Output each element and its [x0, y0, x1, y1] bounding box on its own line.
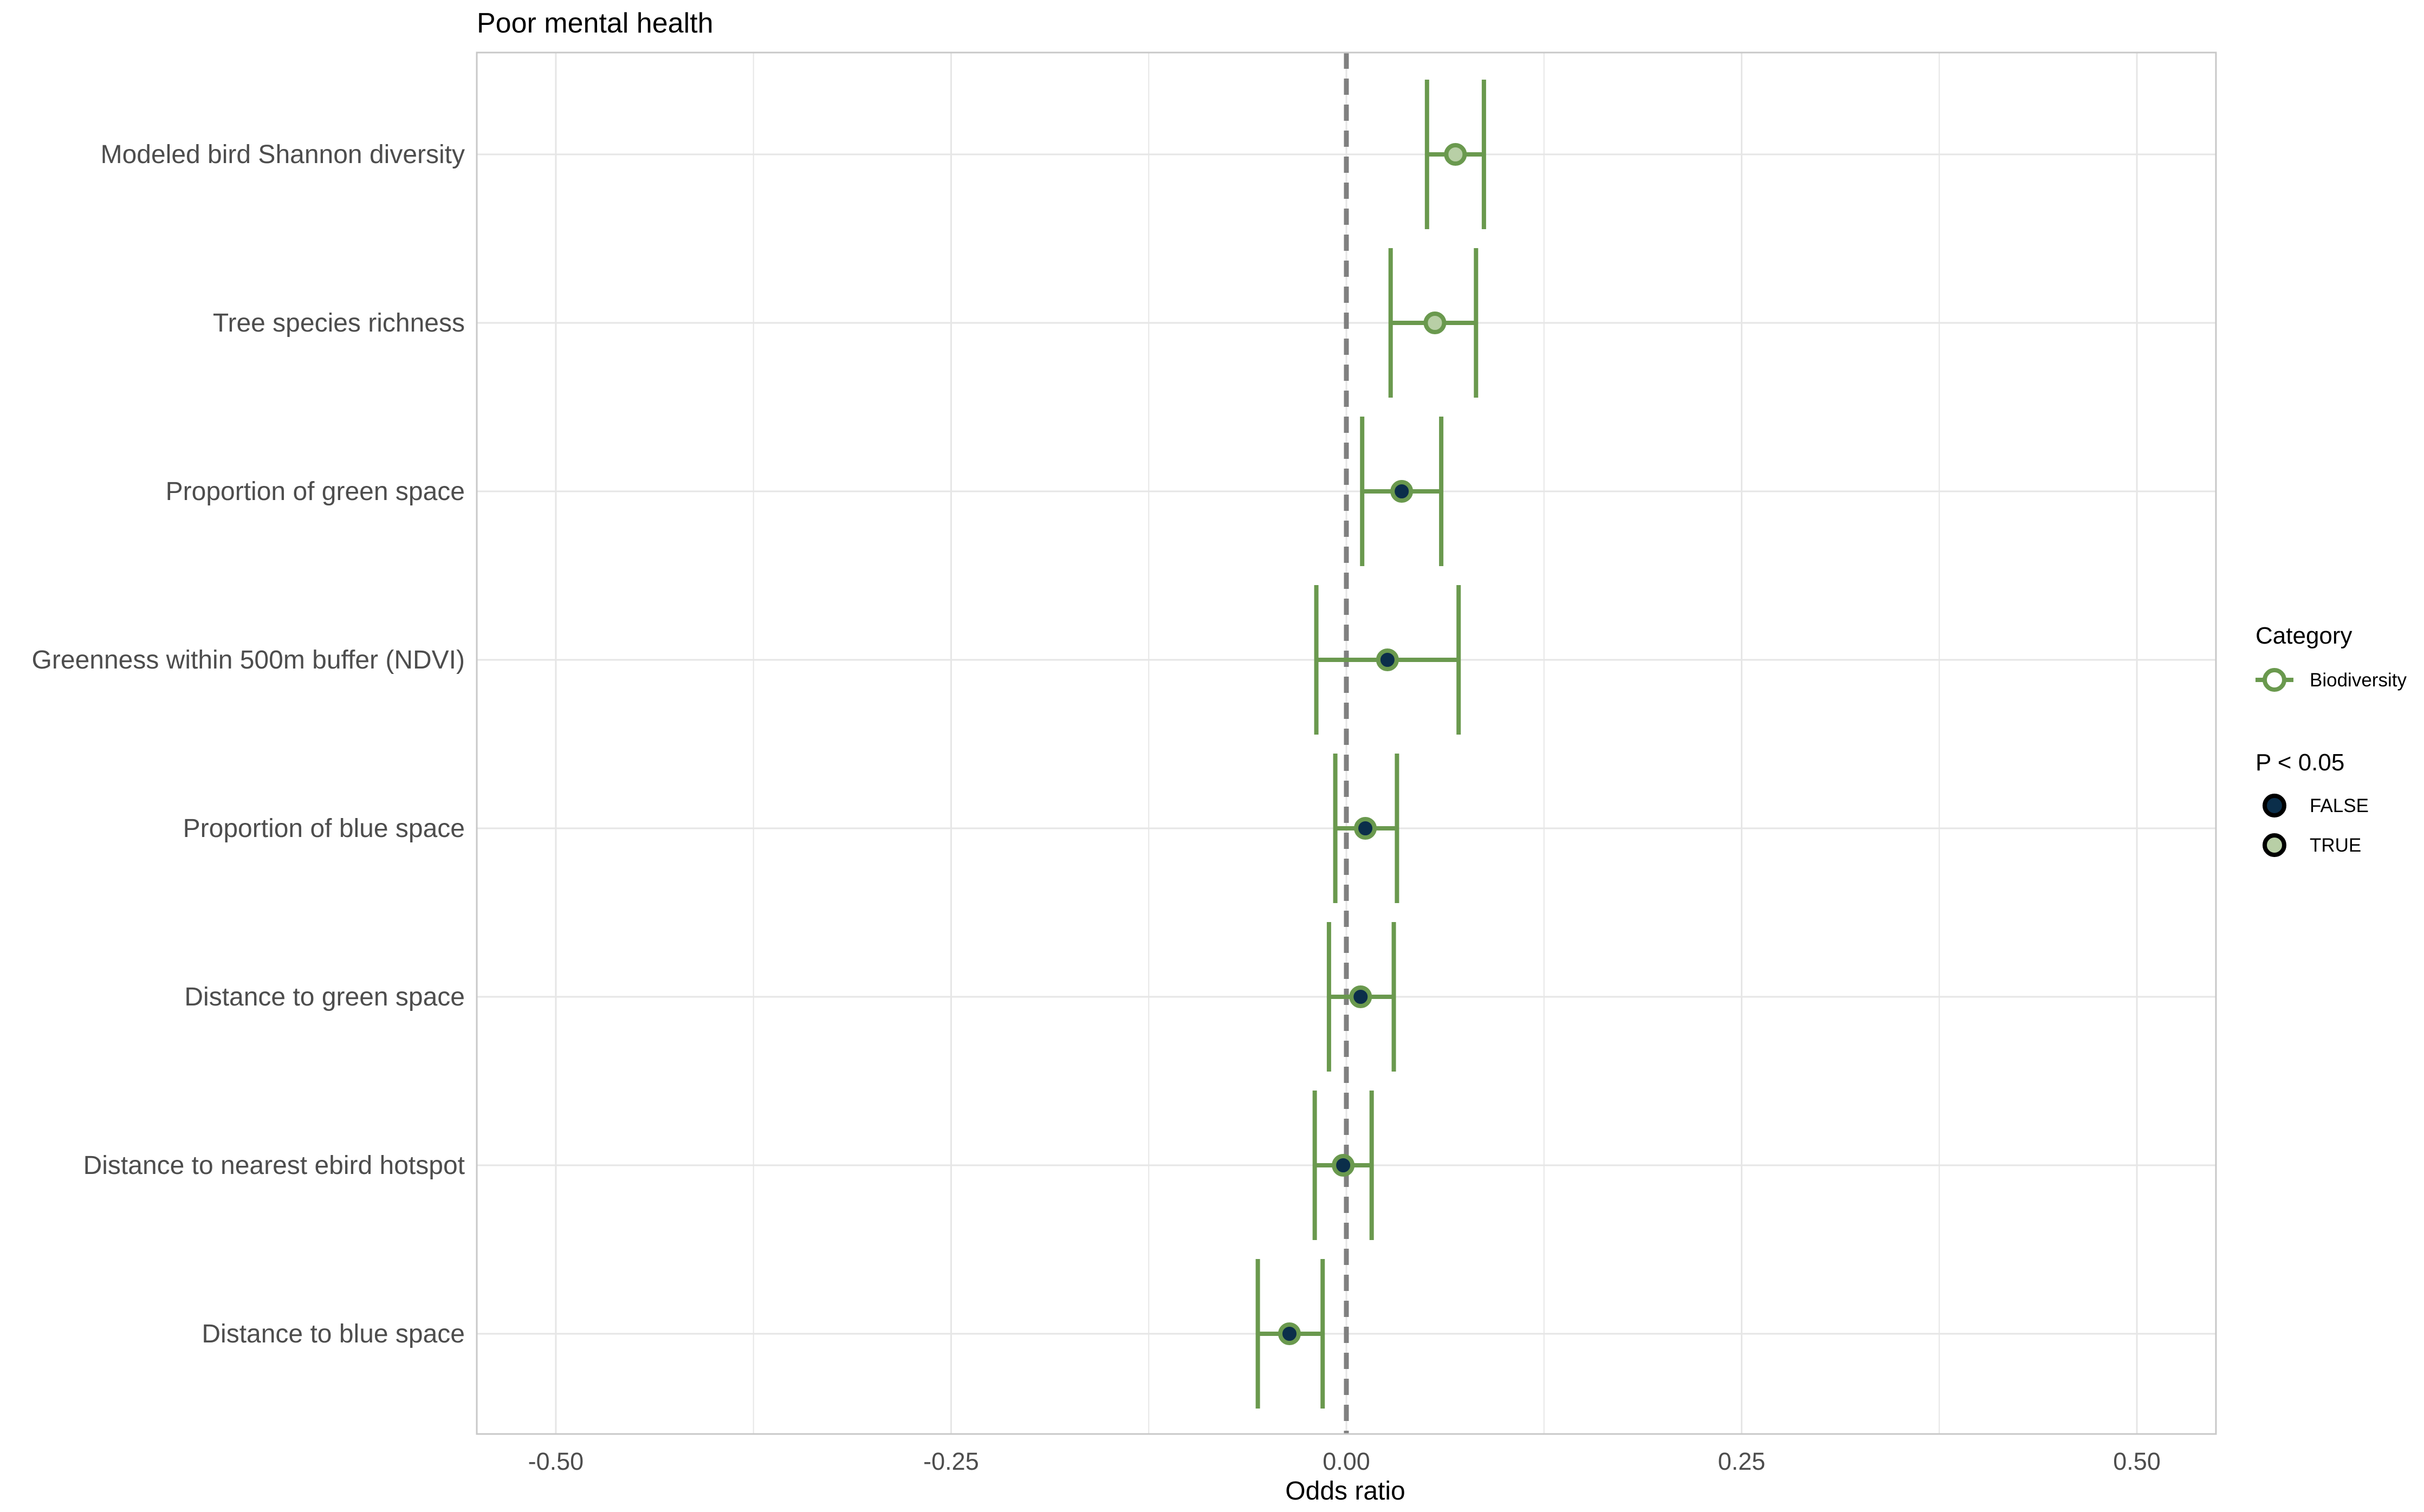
legend-significance-title: P < 0.05	[2256, 749, 2344, 776]
x-axis-tick-labels: -0.50 -0.25 0.00 0.25 0.50	[528, 1448, 2161, 1475]
x-axis-label: Odds ratio	[1285, 1477, 1405, 1505]
point-estimate	[1349, 985, 1372, 1008]
estimate-row	[1360, 417, 1444, 566]
legend-significance-label: TRUE	[2310, 835, 2361, 856]
legend-category-marker	[2263, 668, 2286, 692]
x-tick-label: -0.50	[528, 1448, 584, 1475]
x-tick-label: 0.50	[2113, 1448, 2161, 1475]
y-axis-label: Distance to green space	[184, 983, 465, 1011]
point-estimate	[1332, 1154, 1355, 1177]
chart-title: Poor mental health	[477, 8, 714, 39]
point-estimate	[1376, 648, 1399, 671]
point-estimate	[1354, 817, 1377, 840]
estimate-row	[1312, 1091, 1374, 1240]
y-axis-labels: Modeled bird Shannon diversity Tree speci…	[32, 140, 465, 1348]
legend-significance-label: FALSE	[2310, 795, 2369, 816]
estimate-row	[1314, 585, 1461, 735]
y-axis-label: Modeled bird Shannon diversity	[101, 140, 465, 169]
x-tick-label: -0.25	[923, 1448, 979, 1475]
legend-significance-items: FALSE TRUE	[2263, 794, 2369, 857]
chart-marks	[1255, 80, 1486, 1409]
point-estimate	[1278, 1322, 1301, 1345]
x-tick-label: 0.25	[1718, 1448, 1766, 1475]
legend: Category Biodiversity P < 0.05 FALSE TRUE	[2256, 622, 2407, 857]
estimate-row	[1333, 754, 1399, 903]
point-estimate	[1390, 480, 1414, 503]
estimate-row	[1255, 1259, 1325, 1409]
estimate-row	[1424, 80, 1486, 229]
estimate-row	[1326, 922, 1396, 1072]
panel-border	[476, 51, 2217, 1435]
y-axis-label: Proportion of green space	[166, 477, 465, 506]
y-axis-label: Distance to nearest ebird hotspot	[83, 1151, 465, 1180]
legend-significance-marker	[2263, 833, 2286, 857]
legend-significance-marker	[2263, 794, 2286, 817]
x-tick-label: 0.00	[1323, 1448, 1370, 1475]
y-axis-label: Distance to blue space	[202, 1320, 465, 1348]
legend-category-items: Biodiversity	[2256, 668, 2407, 692]
y-axis-label: Proportion of blue space	[183, 814, 465, 843]
y-axis-label: Tree species richness	[213, 309, 465, 338]
legend-category-label: Biodiversity	[2310, 670, 2407, 691]
legend-category-title: Category	[2256, 622, 2352, 649]
y-axis-label: Greenness within 500m buffer (NDVI)	[32, 646, 465, 674]
point-estimate	[1423, 312, 1447, 334]
point-estimate	[1444, 143, 1467, 166]
estimate-row	[1388, 248, 1479, 398]
